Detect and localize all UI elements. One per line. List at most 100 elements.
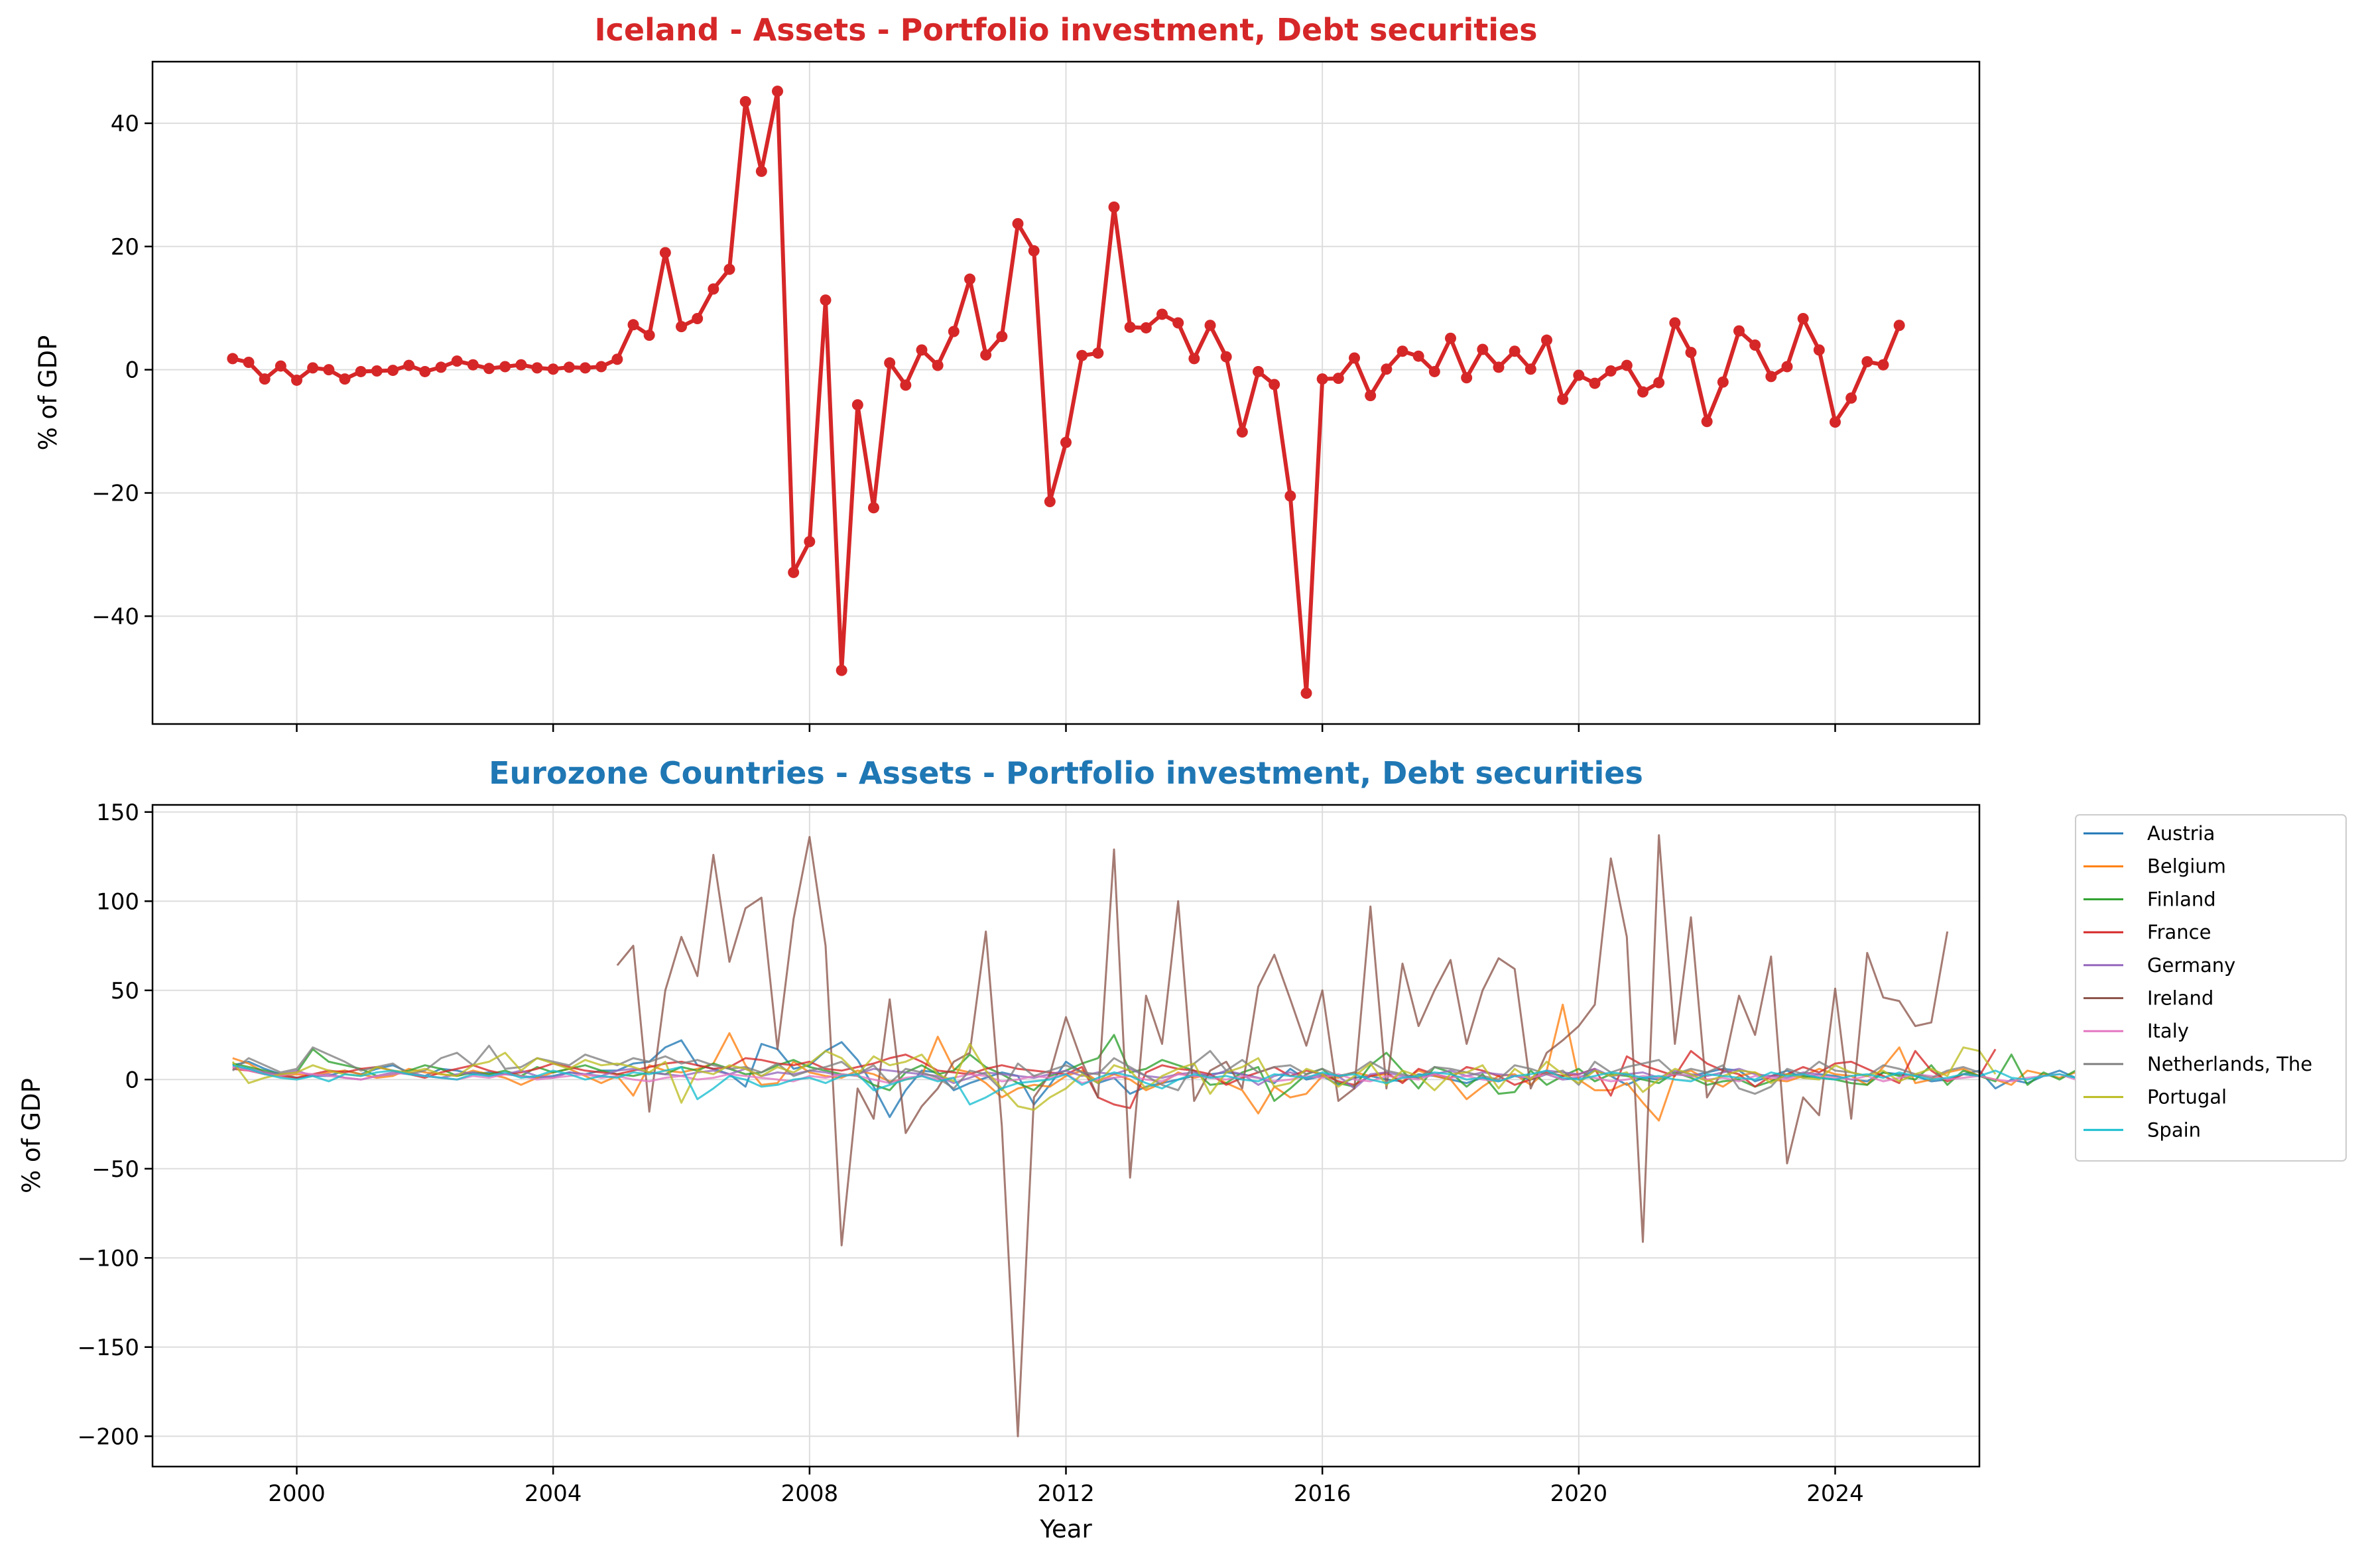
x-tick-label: 2000	[268, 1480, 326, 1507]
data-point	[1332, 373, 1344, 385]
plot-series	[227, 86, 1905, 699]
eurozone-chart-panel: 150 100 50 0 −50 −100 −150 −200 2000 2004 2008 201…	[17, 755, 2347, 1543]
data-point	[692, 313, 704, 325]
y-axis-ticks: 40 20 0 −20 −40	[92, 111, 153, 630]
y-axis-label: % of GDP	[34, 335, 62, 451]
legend-box	[2075, 814, 2347, 1162]
data-point	[403, 359, 415, 371]
series-line-ireland	[616, 834, 1949, 1437]
data-point	[1012, 217, 1024, 229]
data-point	[1253, 365, 1264, 377]
data-point	[419, 365, 431, 377]
iceland-chart-panel: 40 20 0 −20 −40 Iceland - Assets - Portfolio…	[34, 12, 1981, 732]
legend-label: France	[2147, 921, 2211, 943]
data-point	[1236, 426, 1248, 438]
y-tick-label: 0	[125, 1067, 139, 1093]
x-tick-label: 2012	[1037, 1480, 1095, 1507]
y-tick-label: 0	[125, 357, 139, 384]
data-point	[275, 360, 286, 372]
x-tick-label: 2016	[1294, 1480, 1351, 1507]
data-point	[387, 365, 399, 377]
data-point	[291, 374, 302, 386]
data-point	[259, 373, 271, 385]
data-point	[1349, 352, 1360, 364]
data-point	[772, 86, 783, 97]
data-point	[851, 399, 863, 411]
x-axis-label: Year	[1039, 1515, 1092, 1543]
data-point	[1573, 369, 1585, 381]
data-point	[467, 359, 479, 371]
x-axis-ticks	[296, 724, 1836, 732]
grid	[153, 62, 1979, 724]
data-point	[1797, 313, 1809, 325]
data-point	[515, 359, 527, 371]
y-tick-label: −100	[78, 1245, 139, 1272]
data-point	[1397, 345, 1408, 357]
data-point	[643, 330, 655, 341]
data-point	[547, 363, 559, 375]
legend-label: Ireland	[2147, 987, 2213, 1010]
data-point	[868, 502, 879, 514]
data-point	[1861, 356, 1873, 368]
data-point	[788, 566, 800, 578]
data-point	[1541, 334, 1552, 346]
y-tick-label: 40	[111, 111, 139, 137]
data-point	[1316, 373, 1328, 385]
data-point	[1524, 363, 1536, 375]
series-line-spain	[232, 1064, 2124, 1106]
data-point	[836, 664, 847, 676]
y-tick-label: −40	[92, 603, 139, 630]
legend-label: Spain	[2147, 1118, 2201, 1141]
data-point	[900, 379, 912, 391]
data-point	[1124, 322, 1136, 333]
data-point	[1204, 320, 1216, 332]
data-point	[323, 364, 335, 376]
data-point	[1381, 363, 1393, 375]
y-tick-label: −20	[92, 481, 139, 507]
x-tick-label: 2004	[525, 1480, 582, 1507]
x-tick-label: 2008	[781, 1480, 839, 1507]
series-line-france	[232, 1048, 1997, 1109]
x-axis-ticks: 2000 2004 2008 2012 2016 2020 2024	[268, 1467, 1864, 1507]
data-point	[227, 353, 239, 365]
data-point	[243, 356, 255, 368]
data-point	[1140, 322, 1152, 333]
data-point	[1813, 344, 1825, 356]
data-point	[1477, 343, 1489, 355]
data-point	[980, 349, 992, 361]
data-point	[1605, 365, 1617, 377]
data-point	[948, 326, 960, 337]
data-point	[964, 273, 975, 285]
data-point	[1749, 339, 1761, 351]
data-point	[435, 361, 447, 373]
data-point	[451, 355, 463, 367]
data-point	[1621, 359, 1633, 371]
data-point	[1589, 377, 1601, 389]
data-point	[1076, 349, 1088, 361]
series-line-netherlands-the	[231, 1044, 1980, 1095]
y-tick-label: −200	[78, 1423, 139, 1450]
legend-label: Finland	[2147, 888, 2216, 910]
data-point	[739, 95, 751, 107]
data-point	[499, 361, 511, 373]
data-point	[483, 363, 495, 375]
data-point	[932, 359, 944, 371]
legend-label: Belgium	[2147, 855, 2226, 878]
data-point	[1830, 416, 1841, 428]
chart-title: Iceland - Assets - Portfolio investment,…	[594, 12, 1537, 48]
data-point	[1733, 325, 1745, 337]
data-point	[580, 362, 591, 374]
data-point	[755, 165, 767, 177]
legend-label: Portugal	[2147, 1086, 2227, 1109]
data-point	[804, 536, 816, 548]
data-point	[1781, 361, 1793, 373]
y-tick-label: 100	[96, 888, 139, 915]
x-tick-label: 2024	[1806, 1480, 1864, 1507]
data-point	[1637, 386, 1649, 398]
data-point	[1509, 345, 1521, 357]
data-point	[611, 353, 623, 365]
legend-label: Italy	[2147, 1020, 2189, 1042]
data-point	[339, 373, 351, 385]
data-point	[820, 294, 832, 306]
